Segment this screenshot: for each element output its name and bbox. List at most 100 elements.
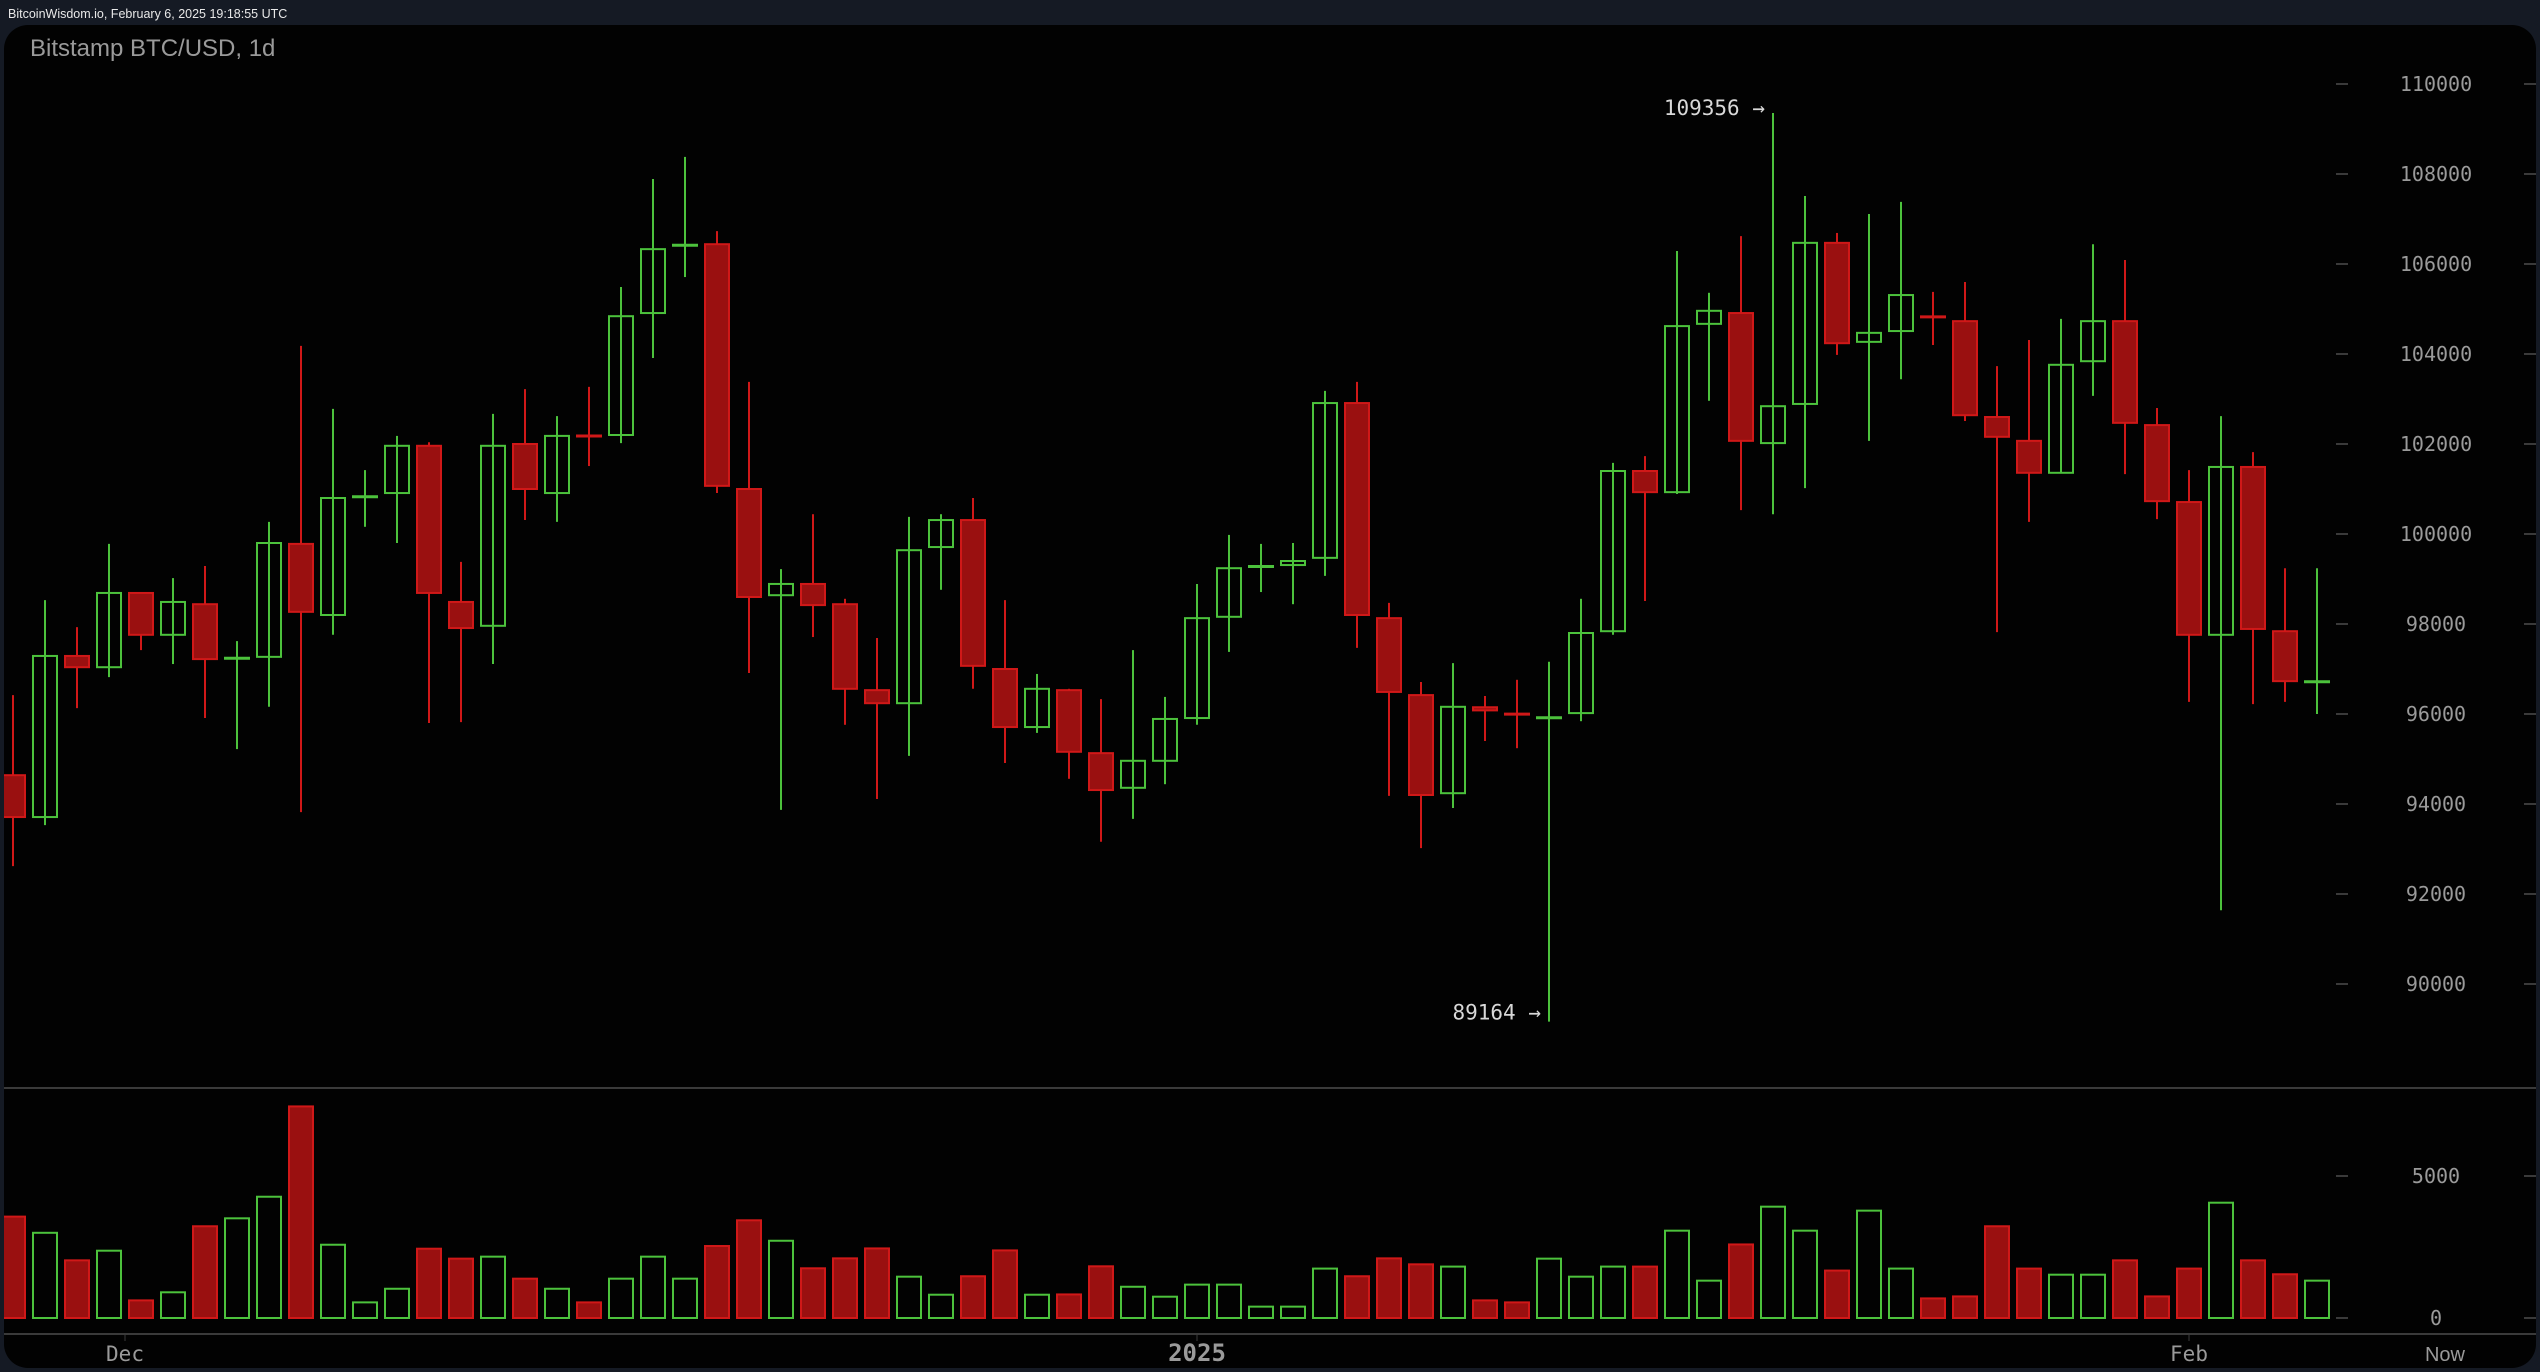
volume-bar xyxy=(1216,1283,1242,1320)
time-axis: Dec 2025 Feb Now xyxy=(106,1334,2466,1367)
candle xyxy=(544,416,570,522)
volume-bar xyxy=(1952,1295,1978,1320)
candle xyxy=(4,695,26,867)
annotations-group: 109356 → 89164 → xyxy=(1452,96,1765,1025)
candle xyxy=(2208,416,2234,911)
volume-bar xyxy=(288,1105,314,1320)
volume-bar xyxy=(416,1247,442,1319)
candle-body xyxy=(960,519,986,667)
volume-bar xyxy=(672,1277,698,1320)
candle-body xyxy=(2272,630,2298,683)
candle xyxy=(768,569,794,810)
candle-body xyxy=(1664,325,1690,494)
candle xyxy=(64,627,90,709)
candle xyxy=(1376,602,1402,796)
candle xyxy=(1728,236,1754,511)
volume-bar xyxy=(1856,1209,1882,1319)
price-tick-label: 90000 xyxy=(2406,972,2466,996)
volume-bar xyxy=(1632,1265,1658,1319)
price-tick-label: 104000 xyxy=(2400,342,2472,366)
volume-bar xyxy=(64,1259,90,1320)
candle xyxy=(224,641,250,750)
candle xyxy=(1760,112,1786,515)
candle xyxy=(160,578,186,665)
candle-body xyxy=(544,434,570,495)
candle xyxy=(1888,201,1914,380)
volume-bar xyxy=(224,1217,250,1320)
volume-bar xyxy=(448,1257,474,1320)
volume-bar xyxy=(1920,1297,1946,1320)
candle-body xyxy=(1632,470,1658,494)
candle xyxy=(2240,452,2266,705)
candle-body xyxy=(160,600,186,636)
candle xyxy=(320,408,346,635)
candle xyxy=(640,178,666,359)
volume-bar xyxy=(1824,1269,1850,1320)
candle-body xyxy=(640,248,666,315)
volume-bar xyxy=(1728,1243,1754,1319)
candle xyxy=(1088,699,1114,842)
candle xyxy=(2304,568,2330,714)
candlestick-chart[interactable]: 90000 92000 94000 96000 98000 100000 102000 104… xyxy=(4,25,2536,1368)
volume-bar xyxy=(960,1275,986,1319)
volume-bar xyxy=(736,1219,762,1319)
volume-bar xyxy=(832,1257,858,1319)
candle xyxy=(1472,696,1498,741)
volume-bar xyxy=(352,1301,378,1320)
candle xyxy=(2176,470,2202,702)
candle xyxy=(448,561,474,723)
candle xyxy=(864,637,890,800)
volume-bar xyxy=(576,1301,602,1320)
candle-body xyxy=(1440,705,1466,795)
candle-body xyxy=(1792,241,1818,405)
volume-bar xyxy=(384,1287,410,1320)
candle-body xyxy=(832,603,858,690)
volume-bar xyxy=(1248,1305,1274,1320)
candle-body xyxy=(384,444,410,495)
price-tick-label: 98000 xyxy=(2406,612,2466,636)
volume-bar xyxy=(544,1287,570,1320)
candle xyxy=(1792,196,1818,489)
candle-body xyxy=(928,519,954,549)
candle-body xyxy=(480,444,506,627)
time-tick-label: Feb xyxy=(2170,1342,2208,1366)
volume-bar xyxy=(1472,1299,1498,1319)
candle-body xyxy=(192,603,218,661)
candle-body xyxy=(1472,706,1498,712)
candle xyxy=(1600,462,1626,635)
candle-body xyxy=(2112,320,2138,424)
candle-body xyxy=(288,542,314,613)
candle xyxy=(1312,390,1338,576)
candle xyxy=(736,381,762,674)
candle-body xyxy=(1600,470,1626,633)
candle-body xyxy=(128,591,154,636)
candle xyxy=(1216,534,1242,652)
volume-bar xyxy=(1184,1283,1210,1320)
candle-body xyxy=(1888,294,1914,333)
price-tick-label: 96000 xyxy=(2406,702,2466,726)
candle-body xyxy=(96,591,122,669)
candle xyxy=(1184,583,1210,725)
candle-body xyxy=(2240,465,2266,630)
candle xyxy=(960,498,986,689)
candle-body xyxy=(1216,567,1242,618)
candle-body xyxy=(1088,752,1114,792)
volume-bar xyxy=(160,1291,186,1319)
candle xyxy=(128,591,154,651)
volume-bar xyxy=(480,1255,506,1320)
candle xyxy=(576,386,602,467)
candle xyxy=(1696,292,1722,401)
volume-bar xyxy=(1408,1263,1434,1319)
candle-body xyxy=(1024,687,1050,729)
candle xyxy=(896,516,922,756)
candle xyxy=(192,565,218,719)
volume-bar xyxy=(1440,1265,1466,1319)
candle-body xyxy=(2048,363,2074,474)
candle-body xyxy=(1952,320,1978,417)
volume-bar xyxy=(2016,1267,2042,1319)
candle-body xyxy=(1152,717,1178,762)
volume-bar xyxy=(2048,1273,2074,1319)
volume-bar xyxy=(1888,1267,1914,1319)
volume-bar xyxy=(864,1247,890,1320)
volume-bar xyxy=(2208,1201,2234,1320)
